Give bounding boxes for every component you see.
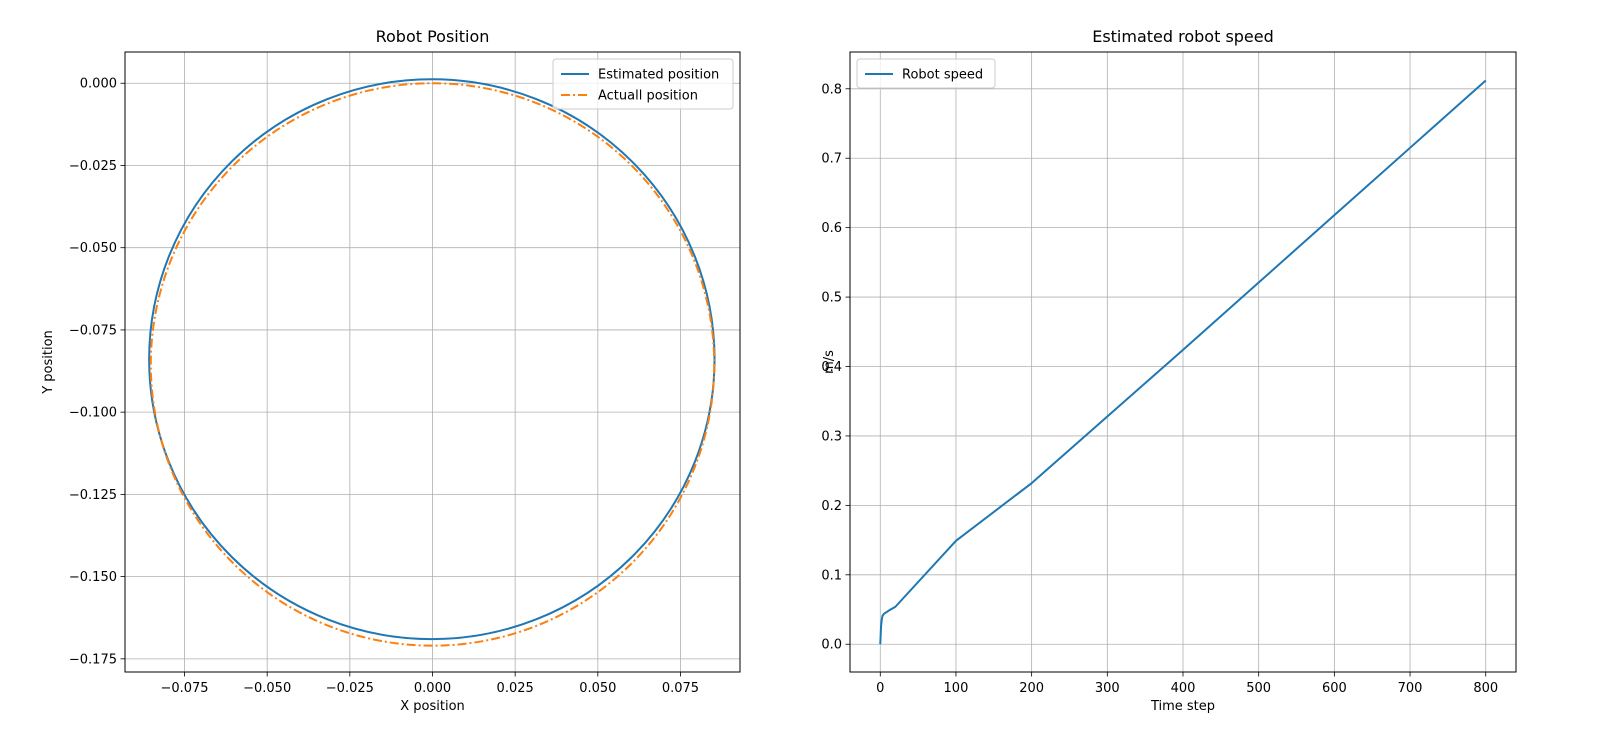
legend-box (552, 58, 734, 110)
y-tick-label: −0.075 (69, 323, 117, 338)
y-tick-label: 0.4 (821, 360, 842, 375)
robot-speed-chart: 0 100 200 300 400 500 600 700 800 0.0 0.1 0.2 0.3 0.… (821, 27, 1517, 714)
x-tick-label: 0.025 (497, 681, 534, 696)
x-tick-label: 400 (1171, 681, 1196, 696)
actuall-position-line (149, 82, 716, 647)
y-tick-label: −0.050 (69, 241, 117, 256)
y-tick-label: 0.3 (821, 429, 842, 444)
x-tick-label: 0.000 (414, 681, 451, 696)
y-tick-label: 0.2 (821, 499, 842, 514)
y-tick-label: 0.000 (80, 77, 117, 92)
x-axis-label: X position (400, 699, 465, 714)
y-tick-label: 0.7 (821, 152, 842, 167)
x-tick-label: 0.050 (579, 681, 616, 696)
x-tick-label: 0.075 (662, 681, 699, 696)
y-tick-label: −0.025 (69, 159, 117, 174)
y-tick-label: −0.100 (69, 406, 117, 421)
y-tick-label: 0.8 (821, 82, 842, 97)
y-tick-label: 0.5 (821, 291, 842, 306)
y-tick-label: 0.0 (821, 638, 842, 653)
robot-position-chart: −0.075 −0.050 −0.025 0.000 0.025 0.050 0.075 0… (41, 27, 741, 714)
legend-label: Estimated position (598, 68, 719, 83)
x-tick-label: −0.075 (160, 681, 208, 696)
x-tick-label: 700 (1398, 681, 1423, 696)
x-axis-label: Time step (1150, 699, 1215, 714)
estimated-position-line (148, 78, 716, 641)
y-axis-label: m/s (822, 350, 837, 374)
legend: Robot speed (856, 58, 996, 89)
chart-title: Robot Position (376, 27, 490, 46)
y-tick-label: −0.150 (69, 570, 117, 585)
x-tick-label: 300 (1095, 681, 1120, 696)
x-tick-label: −0.025 (326, 681, 374, 696)
robot-speed-line (879, 79, 1487, 645)
legend-box (856, 58, 996, 89)
x-tick-label: 600 (1322, 681, 1347, 696)
y-tick-label: 0.6 (821, 221, 842, 236)
legend-label: Actuall position (598, 89, 698, 104)
x-tick-label: 500 (1246, 681, 1271, 696)
x-tick-label: 0 (876, 681, 884, 696)
x-tick-label: 800 (1473, 681, 1498, 696)
x-tick-label: 100 (944, 681, 969, 696)
y-tick-label: −0.175 (69, 652, 117, 667)
x-tick-label: −0.050 (243, 681, 291, 696)
y-tick-label: 0.1 (821, 568, 842, 583)
x-tick-label: 200 (1019, 681, 1044, 696)
legend: Estimated position Actuall position (552, 58, 734, 110)
y-tick-label: −0.125 (69, 488, 117, 503)
chart-title: Estimated robot speed (1092, 27, 1274, 46)
y-axis-label: Y position (41, 330, 56, 395)
legend-label: Robot speed (902, 68, 983, 83)
